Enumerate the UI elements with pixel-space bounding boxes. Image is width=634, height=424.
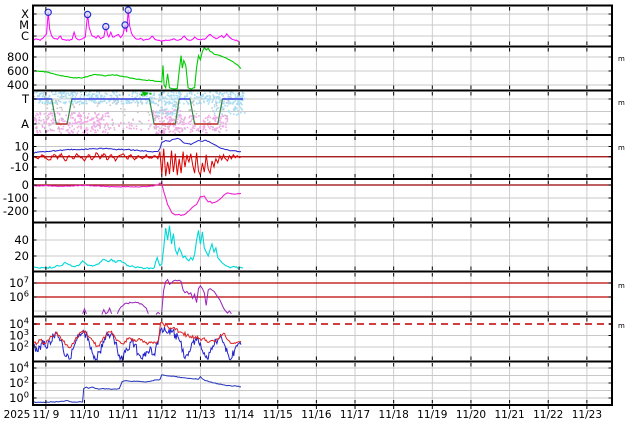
y-tick-label: T — [21, 92, 30, 106]
panel-border — [32, 270, 613, 318]
threshold-marker-icon: m — [618, 282, 625, 290]
x-tick-label: 11/ 9 — [32, 409, 59, 421]
x-tick-label: 11/18 — [379, 409, 409, 421]
x-tick-label: 11/11 — [108, 409, 138, 421]
series-plasma-density — [33, 225, 244, 270]
threshold-marker-icon: m — [618, 55, 625, 63]
x-tick-label: 11/23 — [572, 409, 602, 421]
y-tick-label: A — [21, 117, 29, 131]
y-tick-label: 0 — [22, 178, 29, 192]
y-tick-label: 102 — [9, 338, 29, 354]
series-proton-low — [33, 374, 242, 404]
scatter-band — [109, 118, 152, 131]
scatter-band — [33, 112, 110, 134]
threshold-marker-icon: m — [618, 99, 625, 107]
y-tick-label: 800 — [7, 50, 29, 64]
right-threshold-markers: m m m m m — [618, 55, 625, 330]
y-tick-label: -200 — [3, 204, 29, 218]
scatter-band — [33, 95, 159, 131]
panel-border — [32, 45, 613, 92]
y-tick-label: X — [21, 7, 29, 21]
series-dst — [33, 182, 242, 217]
x-tick-label: 11/10 — [69, 409, 99, 421]
y-tick-label: 40 — [14, 233, 29, 247]
panel-border — [32, 89, 613, 136]
panel-border — [32, 221, 613, 273]
x-tick-label: 11/21 — [494, 409, 524, 421]
x-tick-label: 11/20 — [456, 409, 486, 421]
x-tick-label: 11/16 — [301, 409, 332, 421]
x-tick-label: 11/13 — [185, 409, 215, 421]
panel-xray-flux: XMC — [19, 4, 613, 48]
flare-peak-marker — [44, 8, 52, 17]
threshold-marker-icon: m — [618, 322, 625, 330]
y-tick-label: 104 — [9, 360, 29, 376]
year-label: 2025 — [4, 409, 31, 421]
panel-border — [32, 4, 613, 48]
x-tick-label: 11/22 — [533, 409, 563, 421]
x-axis: 11/ 9 11/10 11/11 11/12 11/13 11/14 11/15 11/16… — [4, 405, 602, 421]
y-tick-label: 106 — [9, 288, 29, 304]
x-tick-label: 11/17 — [340, 409, 370, 421]
y-tick-label: 107 — [9, 274, 29, 290]
y-tick-label: 20 — [14, 249, 29, 263]
y-tick-label: 100 — [9, 390, 29, 406]
panel-activity-state: TA — [21, 89, 613, 136]
y-tick-label: -10 — [10, 160, 29, 174]
series-proton-flux — [161, 278, 232, 315]
scatter-band — [140, 91, 152, 96]
series-proton-flux — [82, 307, 87, 314]
threshold-marker-icon: m — [618, 144, 625, 152]
x-tick-label: 11/15 — [263, 409, 293, 421]
panel-border — [32, 360, 613, 406]
panel-imf-bz-bt: 100-10 — [10, 134, 613, 180]
y-tick-label: M — [19, 18, 29, 32]
series-proton-flux — [101, 306, 113, 315]
x-tick-label: 11/14 — [224, 409, 255, 421]
x-tick-label: 11/19 — [417, 409, 447, 421]
series-bt — [33, 137, 242, 154]
y-tick-label: 102 — [9, 375, 29, 391]
scatter-band — [211, 95, 246, 116]
series-goes-xray — [33, 10, 240, 42]
y-tick-label: 0 — [22, 150, 29, 164]
series-bz — [33, 148, 242, 177]
y-tick-label: C — [21, 29, 29, 43]
series-electron-red — [33, 321, 242, 349]
y-tick-label: 104 — [9, 315, 29, 331]
y-tick-label: -100 — [3, 191, 29, 205]
series-wind-speed — [33, 47, 242, 90]
series-electron-blue — [33, 326, 242, 361]
y-tick-label: 400 — [7, 78, 29, 92]
scatter-band — [155, 102, 180, 117]
flare-peak-marker — [121, 21, 129, 29]
x-tick-label: 11/12 — [147, 409, 177, 421]
y-tick-label: 600 — [7, 64, 29, 78]
series-proton-flux — [116, 301, 149, 314]
y-tick-label: 103 — [9, 327, 29, 343]
flare-peak-marker — [83, 10, 92, 19]
flare-peak-marker — [102, 22, 110, 31]
y-tick-label: 10 — [14, 140, 29, 154]
panel-dst-index: 0-100-200 — [3, 178, 613, 224]
series-proton-flux — [155, 311, 161, 315]
flare-peak-marker — [124, 6, 132, 14]
